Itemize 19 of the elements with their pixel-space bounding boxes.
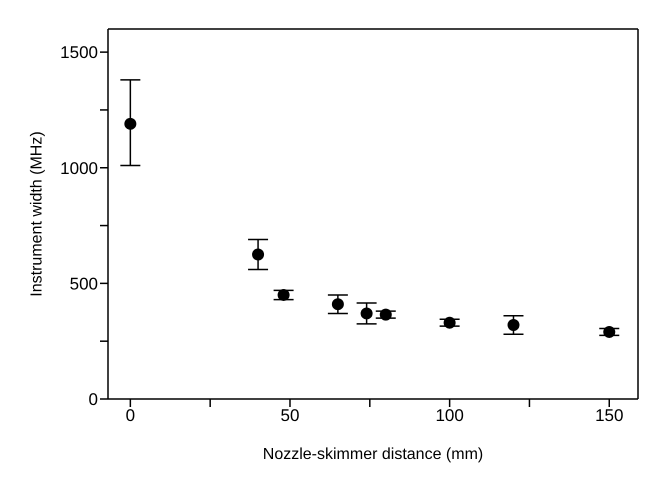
y-tick-label: 1500 (60, 43, 98, 62)
y-tick-label: 1000 (60, 158, 98, 178)
x-tick-label: 50 (280, 406, 300, 426)
point (124, 118, 136, 130)
y-tick-label: 0 (88, 390, 98, 410)
x-tick-label: 150 (595, 406, 624, 426)
point (360, 307, 373, 320)
x-axis-title: Nozzle-skimmer distance (mm) (262, 446, 484, 463)
point (444, 316, 456, 329)
point (380, 308, 392, 321)
y-tick-label: 500 (70, 274, 98, 294)
point (507, 319, 520, 331)
x-tick-label: 0 (126, 406, 136, 426)
x-tick-label: 100 (435, 406, 464, 426)
point (252, 248, 264, 260)
point (603, 326, 616, 338)
point (278, 288, 290, 301)
y-axis-title: Instrument width (MHz) (28, 131, 46, 297)
point (332, 298, 344, 310)
